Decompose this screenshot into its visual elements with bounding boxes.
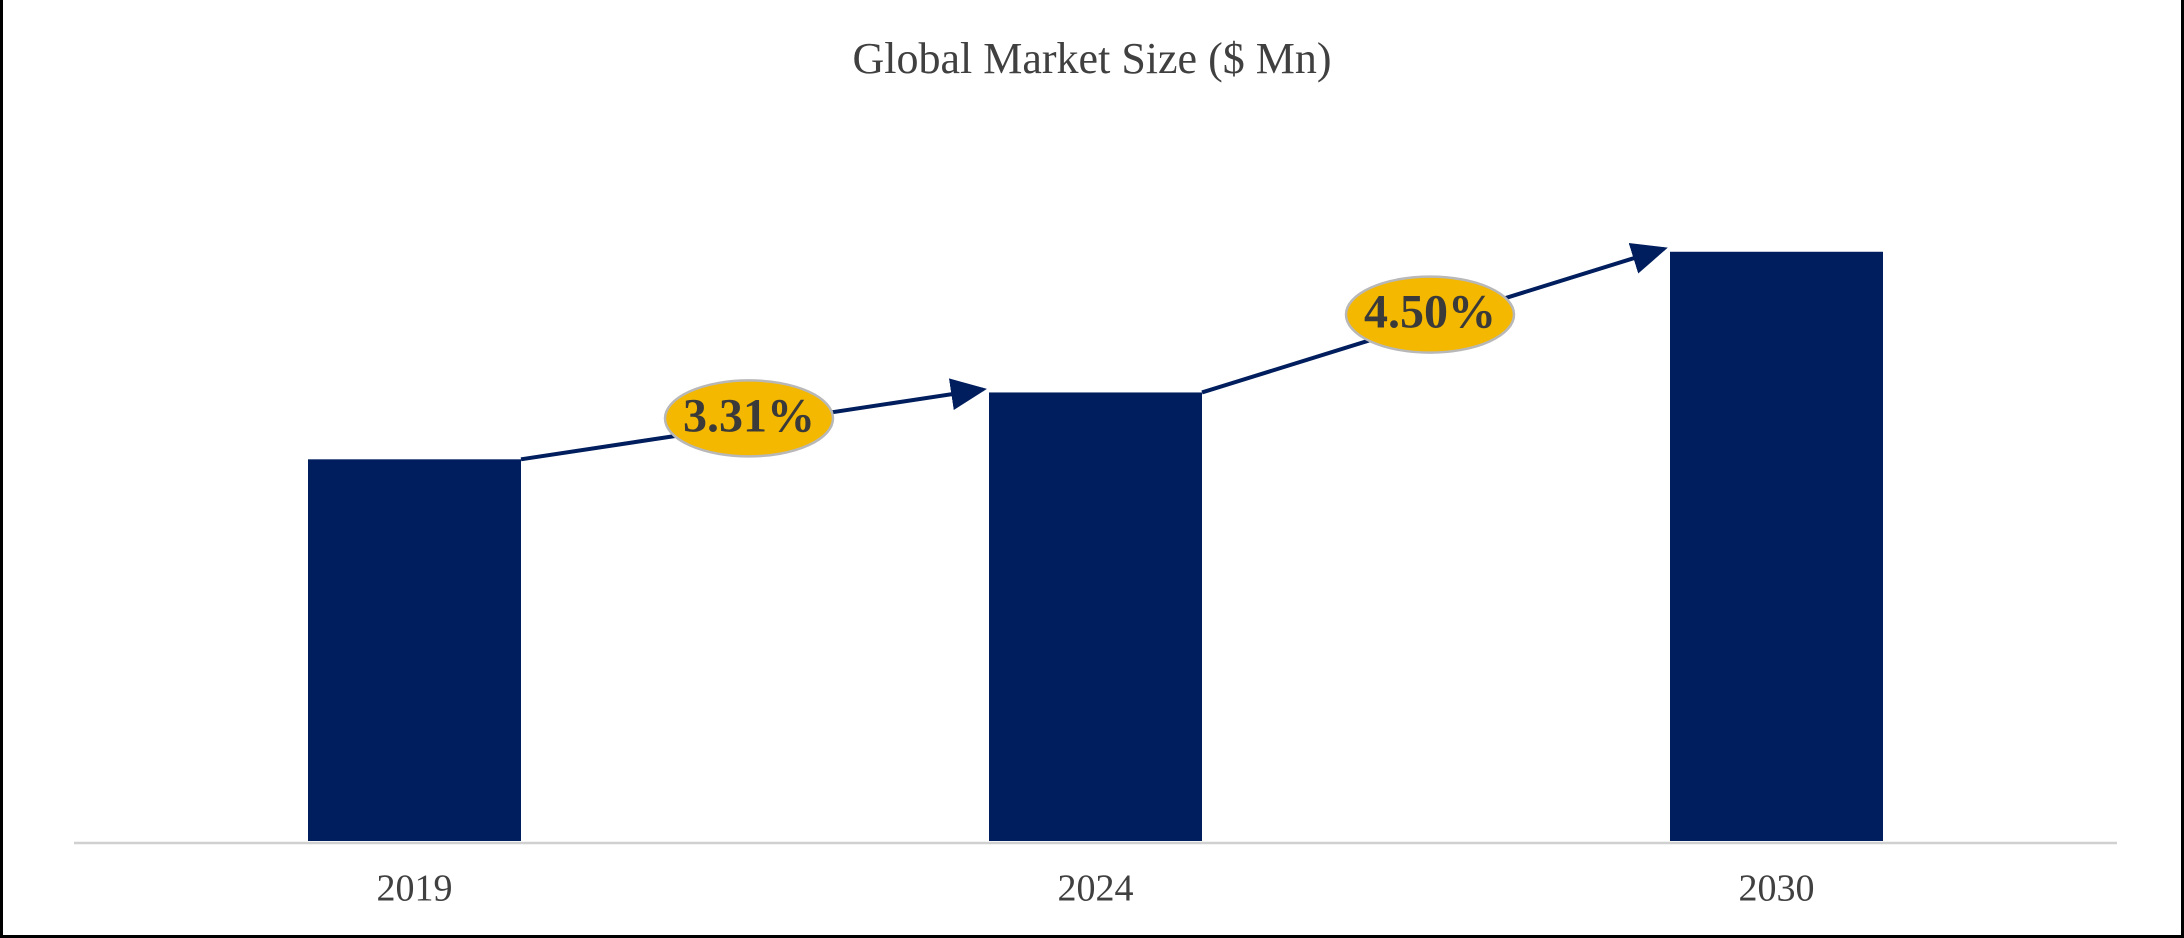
x-tick-label: 2030 xyxy=(1739,868,1815,910)
bar xyxy=(1670,251,1883,842)
bar xyxy=(989,392,1202,841)
growth-bubble xyxy=(663,379,835,458)
chart-title: Global Market Size ($ Mn) xyxy=(853,34,1332,83)
bar xyxy=(308,459,521,841)
x-tick-label: 2024 xyxy=(1058,868,1134,910)
growth-bubble xyxy=(1344,275,1516,354)
growth-label: 3.31% xyxy=(683,389,815,442)
x-tick-label: 2019 xyxy=(377,868,453,910)
growth-label: 4.50% xyxy=(1364,286,1496,339)
